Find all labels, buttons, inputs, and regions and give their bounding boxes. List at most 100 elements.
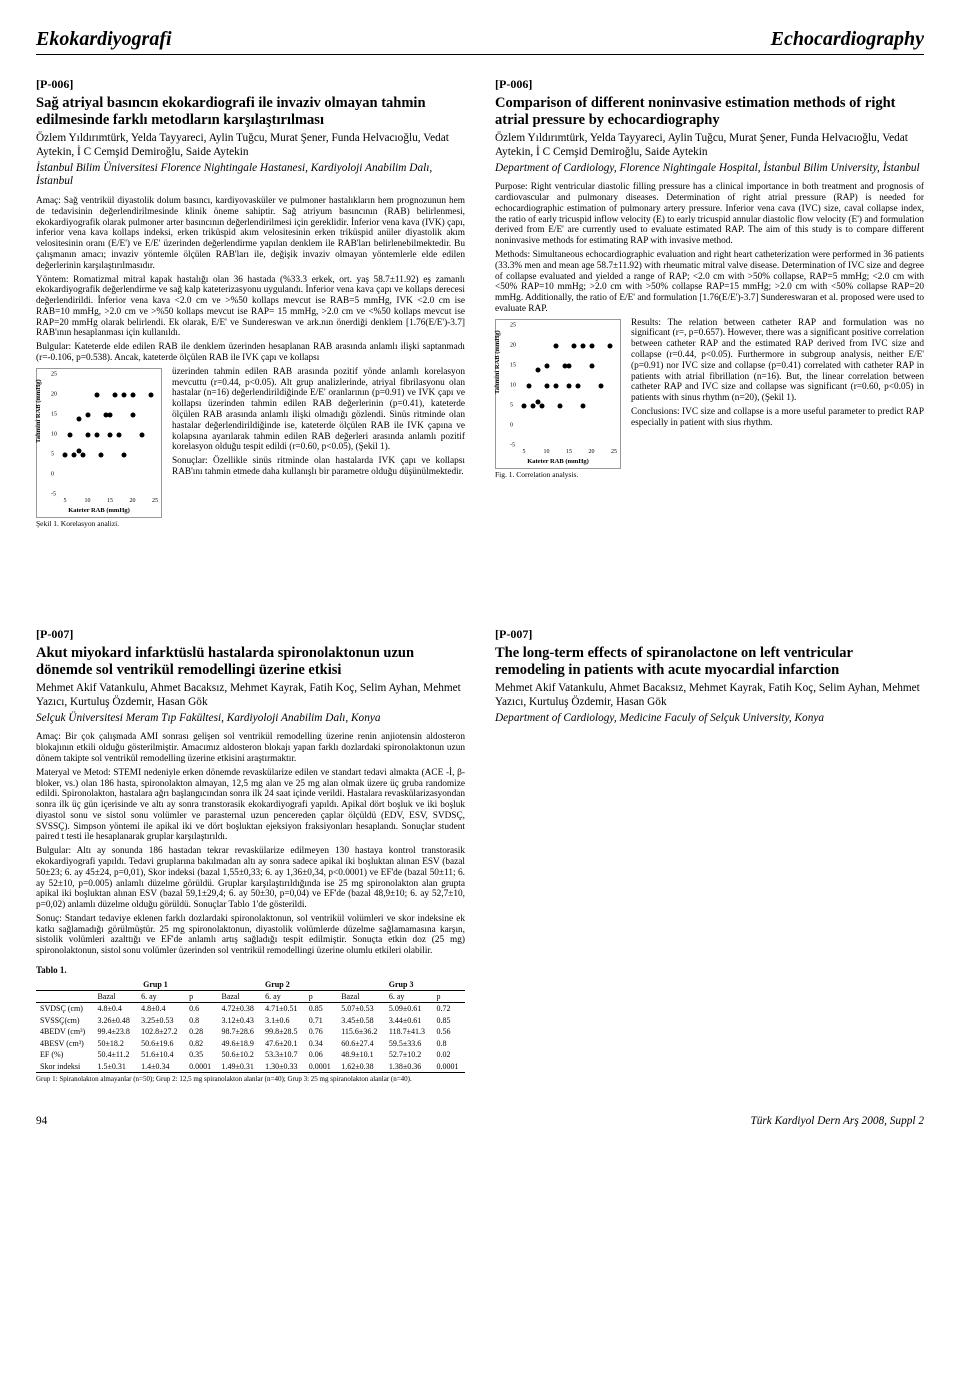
table-cell: 3.44±0.61 — [385, 1015, 433, 1026]
row-label: Skor indeksi — [36, 1061, 93, 1073]
table-column-header: p — [305, 991, 337, 1003]
scatter-point — [94, 392, 99, 397]
abstract-body: Purpose: Right ventricular diastolic fil… — [495, 182, 924, 247]
abstract-affiliation: İstanbul Bilim Üniversitesi Florence Nig… — [36, 162, 465, 190]
table-cell: 1.38±0.36 — [385, 1061, 433, 1073]
page-header: Ekokardiyografi Echocardiography — [36, 28, 924, 55]
y-tick: 5 — [51, 451, 54, 458]
table-cell: 3.25±0.53 — [137, 1015, 185, 1026]
table-group-header: Grup 3 — [337, 979, 465, 991]
scatter-point — [553, 383, 558, 388]
y-tick: 10 — [51, 431, 57, 438]
figure-caption: Fig. 1. Correlation analysis. — [495, 471, 621, 480]
scatter-point — [598, 383, 603, 388]
scatter-point — [526, 383, 531, 388]
table-cell: 3.45±0.58 — [337, 1015, 385, 1026]
abstract-authors: Mehmet Akif Vatankulu, Ahmet Bacaksız, M… — [495, 682, 924, 710]
p007-left-col: [P-007] Akut miyokard infarktüslü hastal… — [36, 627, 465, 1084]
table-column-header: Bazal — [337, 991, 385, 1003]
page-footer: 94 Türk Kardiyol Dern Arş 2008, Suppl 2 — [36, 1115, 924, 1128]
p006-left-col: [P-006] Sağ atriyal basıncın ekokardiogr… — [36, 77, 465, 531]
table-cell: 47.6±20.1 — [261, 1038, 305, 1049]
scatter-point — [553, 343, 558, 348]
table-cell: 0.0001 — [433, 1061, 465, 1073]
table-cell: 59.5±33.6 — [385, 1038, 433, 1049]
row-label: SVDSÇ (cm) — [36, 1003, 93, 1015]
table-cell: 4.72±0.38 — [217, 1003, 261, 1015]
table-title: Tablo 1. — [36, 965, 465, 976]
table-cell: 4.8±0.4 — [93, 1003, 137, 1015]
table-cell: 0.34 — [305, 1038, 337, 1049]
scatter-point — [63, 452, 68, 457]
table-cell: 4.71±0.51 — [261, 1003, 305, 1015]
table-cell: 99.4±23.8 — [93, 1026, 137, 1037]
table-cell: 5.09±0.61 — [385, 1003, 433, 1015]
p007-right-col: [P-007] The long-term effects of spirano… — [495, 627, 924, 1084]
abstract-authors: Mehmet Akif Vatankulu, Ahmet Bacaksız, M… — [36, 682, 465, 710]
table-cell: 0.28 — [185, 1026, 217, 1037]
scatter-point — [607, 343, 612, 348]
table-row: EF (%)50.4±11.251.6±10.40.3550.6±10.253.… — [36, 1049, 465, 1060]
table-cell: 50.4±11.2 — [93, 1049, 137, 1060]
y-tick: -5 — [510, 442, 515, 449]
scatter-point — [121, 452, 126, 457]
abstract-body: Sonuç: Standart tedaviye eklenen farklı … — [36, 914, 465, 957]
table-cell: 0.35 — [185, 1049, 217, 1060]
scatter-point — [571, 343, 576, 348]
scatter-xlabel: Kateter RAB (mmHg) — [527, 458, 589, 466]
x-tick: 10 — [544, 449, 550, 456]
fig-text-wrap: Tahmini RAB (mmHg) Kateter RAB (mmHg) 51… — [36, 367, 465, 531]
table-cell: 50±18.2 — [93, 1038, 137, 1049]
table-cell: 99.8±28.5 — [261, 1026, 305, 1037]
table-column-header: Bazal — [93, 991, 137, 1003]
table-cell: 0.56 — [433, 1026, 465, 1037]
table-cell: 1.62±0.38 — [337, 1061, 385, 1073]
table-cell: 102.8±27.2 — [137, 1026, 185, 1037]
scatter-xlabel: Kateter RAB (mmHg) — [68, 507, 130, 515]
x-tick: 25 — [152, 498, 158, 505]
table-cell: 0.02 — [433, 1049, 465, 1060]
abstract-title: Sağ atriyal basıncın ekokardiografi ile … — [36, 95, 465, 129]
scatter-point — [522, 403, 527, 408]
scatter-point — [531, 403, 536, 408]
figure-caption: Şekil 1. Korelasyon analizi. — [36, 520, 162, 529]
table-cell: 5.07±0.53 — [337, 1003, 385, 1015]
y-tick: 10 — [510, 382, 516, 389]
scatter-point — [72, 452, 77, 457]
p007-columns: [P-007] Akut miyokard infarktüslü hastal… — [36, 627, 924, 1084]
scatter-point — [108, 412, 113, 417]
table-cell: 115.6±36.2 — [337, 1026, 385, 1037]
table-row: Skor indeksi1.5±0.311.4±0.340.00011.49±0… — [36, 1061, 465, 1073]
scatter-point — [130, 412, 135, 417]
abstract-affiliation: Department of Cardiology, Medicine Facul… — [495, 712, 924, 726]
scatter-point — [535, 367, 540, 372]
row-label: 4BESV (cm³) — [36, 1038, 93, 1049]
table-cell: 0.82 — [185, 1038, 217, 1049]
table-cell: 0.8 — [185, 1015, 217, 1026]
table-cell: 0.6 — [185, 1003, 217, 1015]
y-tick: 0 — [510, 422, 513, 429]
scatter-point — [85, 432, 90, 437]
table-cell: 3.26±0.48 — [93, 1015, 137, 1026]
abstract-body: Bulgular: Kateterde elde edilen RAB ile … — [36, 342, 465, 364]
table-cell: 1.4±0.34 — [137, 1061, 185, 1073]
header-right: Echocardiography — [771, 28, 924, 52]
table-row: SVSSÇ(cm)3.26±0.483.25±0.530.83.12±0.433… — [36, 1015, 465, 1026]
y-tick: -5 — [51, 491, 56, 498]
x-tick: 10 — [85, 498, 91, 505]
scatter-point — [108, 432, 113, 437]
table-cell: 52.7±10.2 — [385, 1049, 433, 1060]
table-cell: 0.8 — [433, 1038, 465, 1049]
y-tick: 5 — [510, 402, 513, 409]
table-cell: 48.9±10.1 — [337, 1049, 385, 1060]
table-cell: 98.7±28.6 — [217, 1026, 261, 1037]
table-cell: 1.5±0.31 — [93, 1061, 137, 1073]
x-tick: 5 — [64, 498, 67, 505]
scatter-point — [81, 452, 86, 457]
scatter-point — [580, 403, 585, 408]
table-row: SVDSÇ (cm)4.8±0.44.8±0.40.64.72±0.384.71… — [36, 1003, 465, 1015]
y-tick: 15 — [510, 362, 516, 369]
table-cell: 0.0001 — [185, 1061, 217, 1073]
scatter-point — [589, 363, 594, 368]
abstract-title: The long-term effects of spiranolactone … — [495, 645, 924, 679]
